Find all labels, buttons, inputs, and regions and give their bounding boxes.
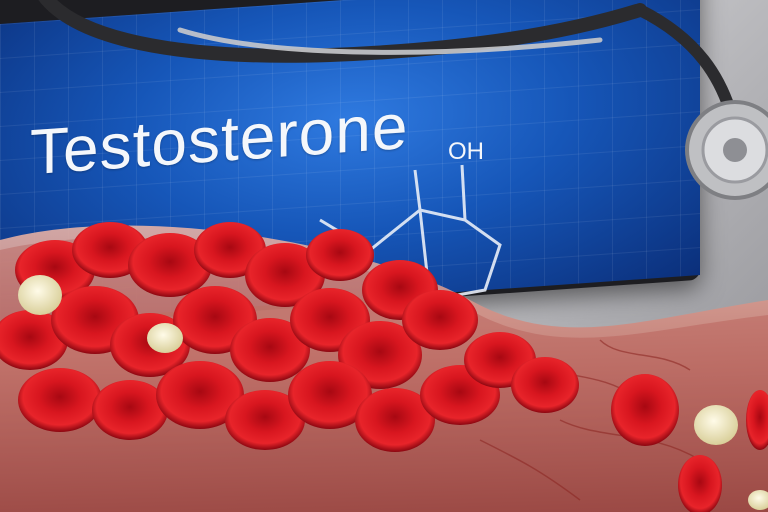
formula-label: OH: [448, 138, 484, 165]
